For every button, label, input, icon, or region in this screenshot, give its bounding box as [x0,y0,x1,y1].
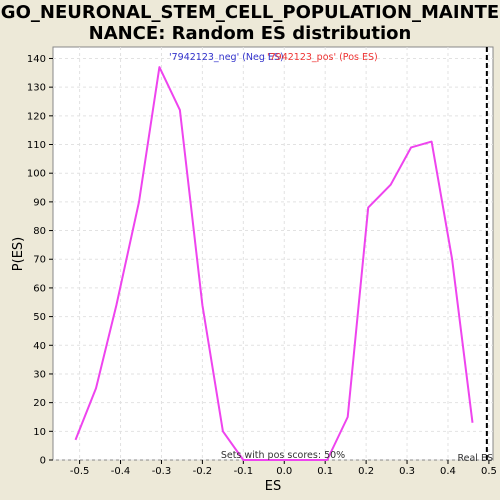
x-tick-label: 0.5 [481,466,497,477]
x-tick-label: -0.3 [152,466,172,477]
x-tick-label: -0.2 [193,466,213,477]
y-tick-label: 0 [40,456,46,467]
y-axis: 0 10 20 30 40 50 60 70 80 90 100 110 120 130 140 [27,54,53,467]
plot-area [52,46,494,461]
legend-pos: '7942123_pos' (Pos ES) [267,52,378,63]
y-axis-label: P(ES) [11,237,26,271]
es-distribution-line [74,66,474,461]
x-tick-label: 0.0 [276,466,292,477]
pos-scores-annotation: Sets with pos scores: 50% [221,450,345,461]
y-tick-label: 10 [33,427,46,438]
grid [53,47,493,461]
y-tick-label: 20 [33,398,46,409]
x-tick-label: 0.3 [399,466,415,477]
y-tick-label: 60 [33,283,46,294]
y-tick-label: 120 [27,111,46,122]
x-axis-label: ES [265,479,281,494]
y-tick-label: 70 [33,255,46,266]
y-tick-label: 40 [33,341,46,352]
x-tick-label: 0.1 [317,466,333,477]
x-axis: -0.5 -0.4 -0.3 -0.2 -0.1 0.0 0.1 0.2 0.3 0.4 0.5 [70,460,497,477]
x-tick-label: -0.5 [70,466,90,477]
x-tick-label: 0.2 [358,466,374,477]
y-tick-label: 140 [27,54,46,65]
legend-neg: '7942123_neg' (Neg ES) [169,52,284,63]
x-tick-label: -0.4 [111,466,131,477]
y-tick-label: 30 [33,369,46,380]
x-tick-label: -0.1 [234,466,254,477]
real-es-label: Real ES [457,453,493,464]
y-tick-label: 50 [33,312,46,323]
y-tick-label: 130 [27,83,46,94]
series-layer [74,66,474,461]
y-tick-label: 90 [33,197,46,208]
x-tick-label: 0.4 [440,466,456,477]
y-tick-label: 110 [27,140,46,151]
y-tick-label: 100 [27,169,46,180]
chart-title-line1: GO_NEURONAL_STEM_CELL_POPULATION_MAINTE [1,2,499,23]
y-tick-label: 80 [33,226,46,237]
chart-title-line2: NANCE: Random ES distribution [89,23,412,44]
